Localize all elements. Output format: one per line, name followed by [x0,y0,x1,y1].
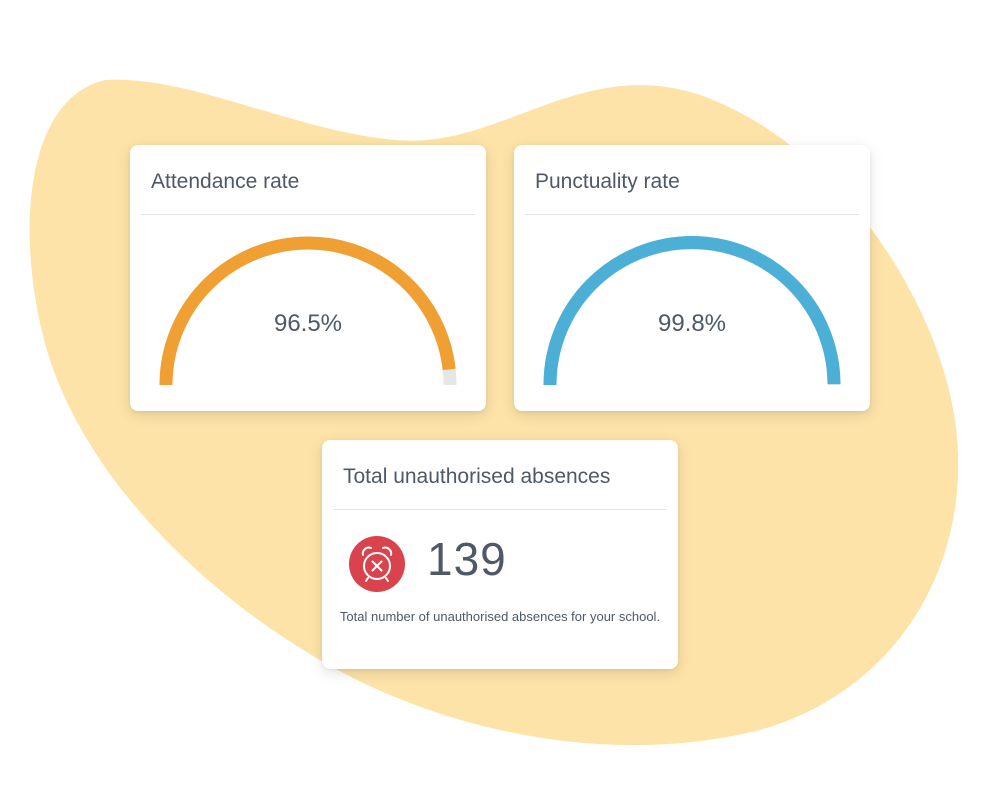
attendance-gauge [159,236,457,386]
attendance-rate-value: 96.5% [273,310,343,337]
attendance-rate-title: Attendance rate [151,170,300,193]
unauthorised-absences-card: Total unauthorised absences 139 Total nu… [322,440,678,669]
card-divider [525,214,859,215]
alarm-clock-x-icon [349,536,405,592]
punctuality-rate-value: 99.8% [657,310,727,337]
card-divider [141,214,475,215]
unauthorised-absences-description: Total number of unauthorised absences fo… [339,609,661,624]
card-divider [333,509,667,510]
unauthorised-absences-title: Total unauthorised absences [343,465,611,488]
attendance-gauge-fill [159,236,456,386]
punctuality-rate-card: Punctuality rate 99.8% [514,145,870,411]
punctuality-gauge [543,236,841,386]
attendance-rate-card: Attendance rate 96.5% [130,145,486,411]
punctuality-rate-title: Punctuality rate [535,170,680,193]
unauthorised-absences-count: 139 [427,533,507,585]
punctuality-gauge-fill [543,236,841,386]
